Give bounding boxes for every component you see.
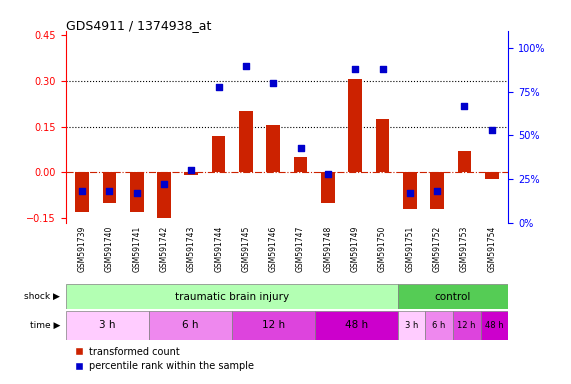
Text: time ▶: time ▶ (30, 321, 60, 330)
Point (487, 127, 496, 133)
Point (242, 63, 251, 69)
Text: shock ▶: shock ▶ (24, 292, 60, 301)
Text: GSM591754: GSM591754 (487, 226, 496, 272)
Text: 3 h: 3 h (99, 320, 115, 331)
Bar (403, 172, 417, 209)
Bar (75, 172, 89, 212)
Bar (457, 151, 471, 172)
Text: 48 h: 48 h (344, 320, 368, 331)
Text: 12 h: 12 h (457, 321, 476, 330)
Point (351, 66, 360, 72)
Text: GSM591747: GSM591747 (296, 226, 305, 272)
Bar (267, 125, 280, 172)
Text: 3 h: 3 h (405, 321, 418, 330)
Bar (485, 172, 498, 179)
Bar (66, 311, 148, 340)
Bar (321, 172, 335, 203)
Point (323, 171, 332, 177)
Point (214, 83, 223, 89)
Bar (425, 311, 453, 340)
Point (296, 145, 305, 151)
Text: GSM591739: GSM591739 (78, 226, 87, 272)
Text: GSM591745: GSM591745 (242, 226, 251, 272)
Text: traumatic brain injury: traumatic brain injury (175, 291, 289, 302)
Text: GSM591749: GSM591749 (351, 226, 360, 272)
Bar (348, 79, 362, 172)
Text: 12 h: 12 h (262, 320, 285, 331)
Text: GSM591753: GSM591753 (460, 226, 469, 272)
Text: GSM591750: GSM591750 (378, 226, 387, 272)
Text: GSM591740: GSM591740 (105, 226, 114, 272)
Bar (103, 172, 116, 203)
Point (78, 188, 87, 194)
Bar (397, 311, 425, 340)
Bar (453, 311, 481, 340)
Point (105, 188, 114, 194)
Point (269, 80, 278, 86)
Bar (157, 172, 171, 218)
Text: 6 h: 6 h (432, 321, 446, 330)
Point (132, 190, 141, 196)
Bar (431, 172, 444, 209)
Bar (315, 311, 397, 340)
Text: GSM591751: GSM591751 (405, 226, 415, 272)
Point (433, 188, 442, 194)
Bar (293, 157, 307, 172)
Legend: transformed count, percentile rank within the sample: transformed count, percentile rank withi… (71, 343, 258, 375)
Point (159, 181, 168, 187)
Text: GSM591741: GSM591741 (132, 226, 141, 272)
Bar (212, 136, 226, 172)
Text: control: control (435, 291, 471, 302)
Bar (376, 119, 389, 172)
Bar (130, 172, 143, 212)
Text: GSM591742: GSM591742 (159, 226, 168, 272)
Bar (148, 311, 232, 340)
Point (187, 167, 196, 174)
Bar (66, 284, 397, 309)
Text: 48 h: 48 h (485, 321, 504, 330)
Bar (239, 111, 253, 172)
Bar (481, 311, 508, 340)
Text: 6 h: 6 h (182, 320, 198, 331)
Text: GSM591743: GSM591743 (187, 226, 196, 272)
Text: GSM591752: GSM591752 (433, 226, 441, 272)
Bar (397, 284, 508, 309)
Bar (184, 172, 198, 175)
Point (460, 103, 469, 109)
Point (405, 190, 415, 196)
Point (378, 66, 387, 72)
Bar (232, 311, 315, 340)
Text: GSM591748: GSM591748 (323, 226, 332, 272)
Text: GSM591746: GSM591746 (269, 226, 278, 272)
Text: GSM591744: GSM591744 (214, 226, 223, 272)
Text: GDS4911 / 1374938_at: GDS4911 / 1374938_at (66, 19, 211, 32)
